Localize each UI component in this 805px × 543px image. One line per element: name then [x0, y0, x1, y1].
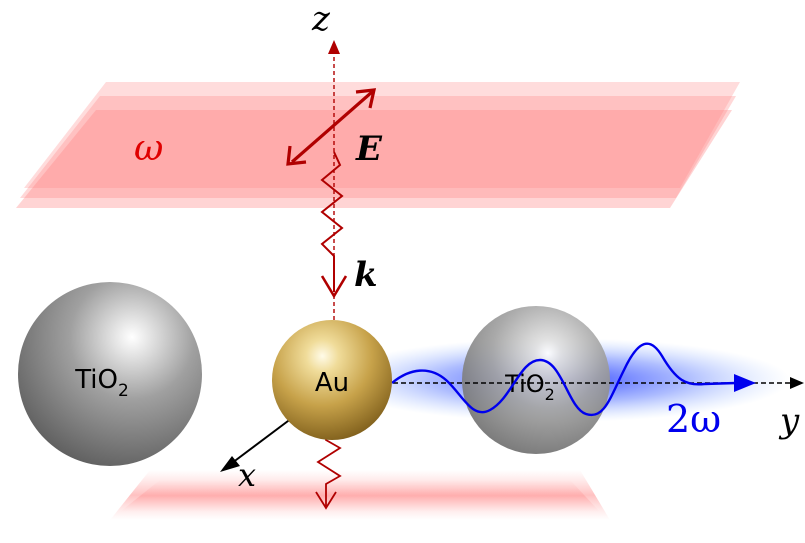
au-sphere [272, 320, 392, 440]
bottom-light-plane [110, 470, 610, 520]
second-harmonic-label: 2ω [666, 397, 721, 441]
tio2-left-sphere [18, 282, 202, 466]
tio2-right-sphere [462, 306, 610, 454]
tio2-right-label: TiO2 [504, 370, 555, 404]
second-harmonic-wave [391, 342, 737, 417]
y-axis-label: y [778, 401, 800, 441]
e-field-arrowhead-top [355, 88, 377, 109]
incident-wave-arrowhead [320, 275, 348, 299]
y-axis-arrowhead [790, 377, 804, 389]
tio2-left-label: TiO2 [74, 365, 129, 401]
transmitted-wave-arrowhead [315, 491, 337, 510]
e-field-arrow [290, 90, 374, 164]
x-axis-line [227, 417, 293, 467]
x-axis-arrowhead [220, 456, 240, 472]
au-label: Au [315, 368, 349, 398]
x-axis-label: x [238, 456, 256, 494]
e-field-label: E [355, 129, 383, 169]
z-axis-label: z [311, 0, 331, 39]
e-field-arrowhead-bottom [286, 145, 307, 166]
k-label: k [354, 255, 378, 295]
transmitted-wave-zigzag [316, 428, 342, 506]
top-light-plane [16, 82, 740, 208]
incident-wave-zigzag [320, 151, 344, 292]
z-axis-arrowhead [328, 40, 340, 54]
second-harmonic-arrowhead [734, 374, 756, 392]
omega-label: ω [134, 128, 163, 169]
